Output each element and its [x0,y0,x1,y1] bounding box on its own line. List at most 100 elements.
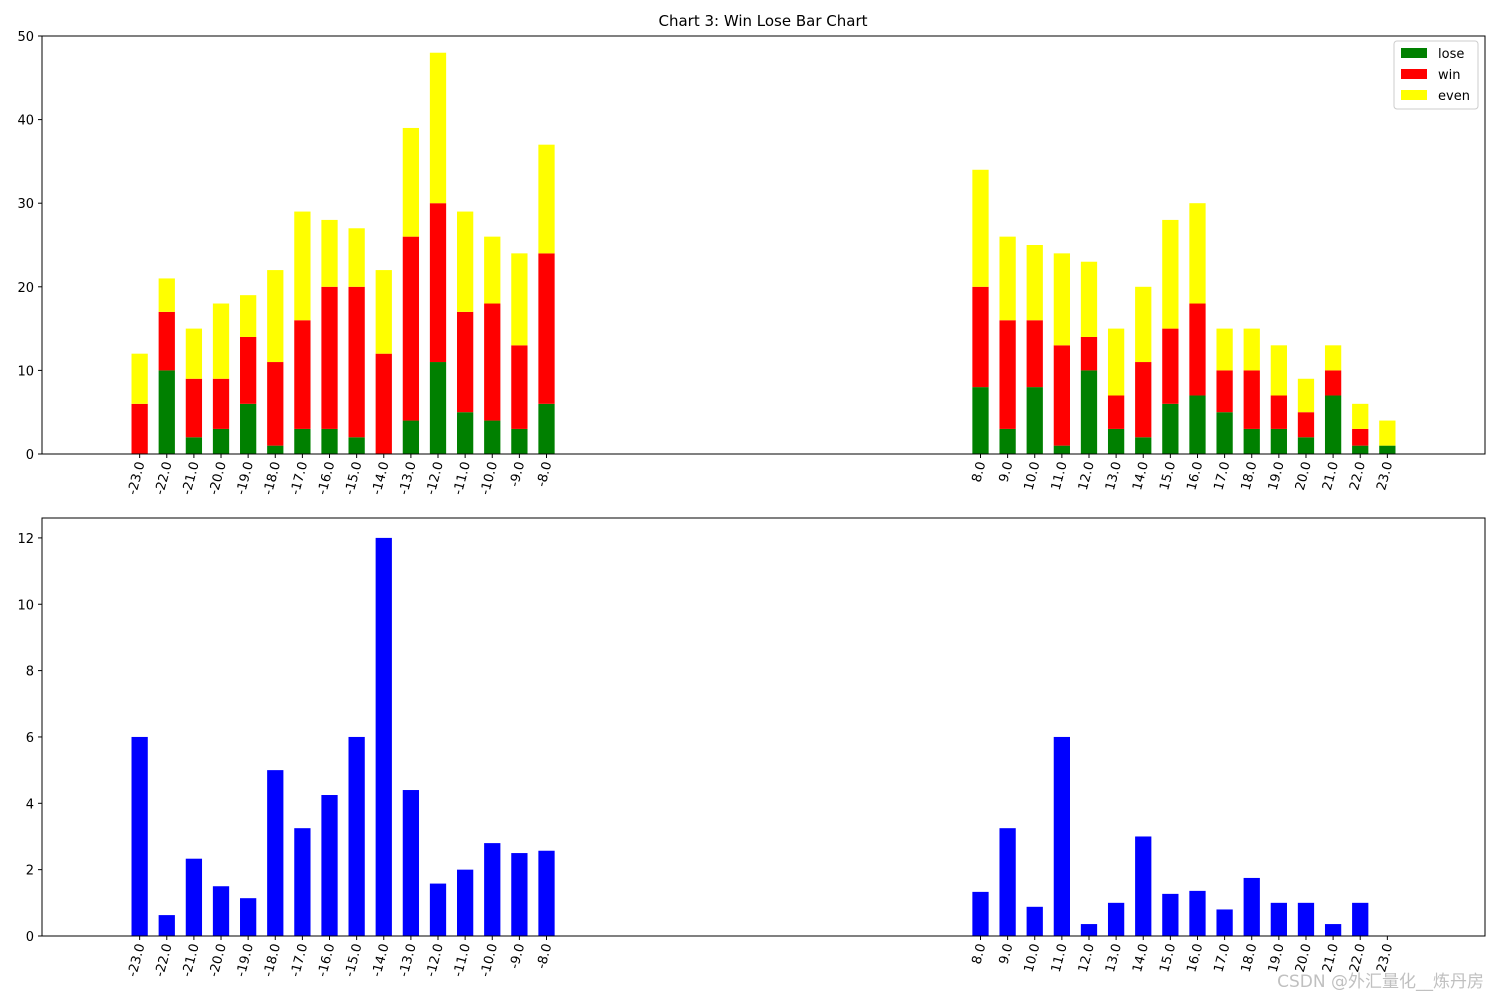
ax1-bar-even-13.0 [1107,328,1125,396]
ax2-bar-value-8.0 [972,891,989,936]
ax2-xtick-label: 11.0 [1049,942,1071,974]
ax2-bar-value--10.0 [484,843,501,936]
ax2-xtick-label: -8.0 [534,942,555,970]
ax1-bar-lose-22.0 [1352,445,1369,454]
ax1-ytick-label: 20 [17,281,34,296]
ax2-xtick-label: 8.0 [970,942,990,966]
ax2-xtick-label: 21.0 [1320,942,1342,974]
legend-swatch-even [1401,90,1427,100]
ax1-bar-lose-19.0 [1270,428,1287,454]
ax1-bar-even--11.0 [457,211,474,312]
ax1-bar-even--19.0 [240,295,257,337]
legend: lose win even [1393,40,1479,110]
ax1-bar-lose-9.0 [999,428,1016,454]
ax1-bar-lose-15.0 [1162,403,1179,454]
ax2-bar-value--9.0 [511,853,528,936]
ax1-bar-lose-18.0 [1243,428,1260,454]
ax1-xtick-label: 8.0 [970,460,990,484]
bottom-chart-y-axis: 0 2 4 6 8 10 12 [17,532,42,945]
ax1-bar-even-8.0 [972,169,989,287]
ax1-xtick-label: -9.0 [507,460,528,488]
ax1-bar-lose--13.0 [402,420,420,454]
ax1-bar-win--13.0 [402,236,420,421]
legend-label-even: even [1438,89,1470,104]
ax1-bar-lose--17.0 [294,428,311,454]
ax1-bar-even-23.0 [1379,420,1396,446]
ax1-bar-win--15.0 [348,286,365,438]
ax1-bar-win-14.0 [1135,362,1152,438]
legend-label-win: win [1438,68,1460,83]
ax2-bar-value-17.0 [1216,909,1233,936]
ax2-bar-value--22.0 [158,915,175,936]
ax2-ytick-label: 0 [26,930,34,945]
ax2-ytick-label: 12 [17,532,34,547]
ax2-bar-value-14.0 [1135,836,1152,936]
chart-title: Chart 3: Win Lose Bar Chart [658,12,867,30]
ax1-bar-win-8.0 [972,286,989,388]
ax1-bar-win-16.0 [1189,303,1206,396]
ax1-bar-even--18.0 [267,270,284,363]
ax1-bar-lose-12.0 [1080,370,1098,454]
legend-label-lose: lose [1438,47,1464,62]
ax1-bar-lose--15.0 [348,437,365,454]
ax1-bar-lose--21.0 [185,437,203,454]
ax2-xtick-label: 13.0 [1103,942,1125,974]
ax1-xtick-label: 19.0 [1266,460,1288,492]
ax1-bar-lose--10.0 [484,420,501,454]
ax1-bar-even-20.0 [1297,378,1315,413]
ax2-bar-value-13.0 [1107,902,1125,936]
ax1-bar-lose--9.0 [511,428,528,454]
ax2-bar-value--21.0 [185,858,203,936]
ax2-xtick-label: -9.0 [507,942,528,970]
ax1-xtick-label: -8.0 [534,460,555,488]
ax2-bar-value--23.0 [131,736,148,936]
ax1-bar-win-9.0 [999,320,1016,429]
ax1-bar-lose-13.0 [1107,428,1125,454]
ax2-bar-value-22.0 [1352,902,1369,936]
ax1-bar-win-19.0 [1270,395,1287,429]
ax2-ytick-label: 10 [17,598,34,613]
ax1-xtick-label: 16.0 [1184,460,1206,492]
ax2-bar-value-21.0 [1324,924,1342,936]
ax1-bar-even-10.0 [1026,245,1043,321]
ax1-bar-even--8.0 [538,144,555,254]
ax2-bar-value--8.0 [538,850,555,936]
ax1-bar-win-20.0 [1297,412,1315,438]
ax2-ytick-label: 2 [26,864,34,879]
ax1-bar-even--13.0 [402,127,420,237]
ax2-bar-value--19.0 [240,898,257,936]
ax1-xtick-label: 17.0 [1211,460,1233,492]
ax1-bar-even-11.0 [1053,253,1070,346]
ax1-bar-even-21.0 [1324,345,1342,371]
ax2-bar-value-11.0 [1053,736,1070,936]
ax1-bar-even--16.0 [321,219,338,287]
ax2-bar-value--16.0 [321,795,338,936]
ax2-ytick-label: 8 [26,665,34,680]
ax1-bar-even--14.0 [375,270,392,354]
legend-swatch-win [1401,69,1427,79]
bottom-chart-frame [41,517,1486,937]
ax2-xtick-label: 12.0 [1076,942,1098,974]
ax1-bar-lose-11.0 [1053,445,1070,454]
bottom-chart-bars [131,537,1369,936]
ax2-xtick-label: 9.0 [997,942,1017,966]
ax1-bar-win--19.0 [240,336,257,404]
ax2-xtick-label: 20.0 [1293,942,1315,974]
ax2-bar-value--17.0 [294,828,311,936]
ax2-xtick-label: 18.0 [1239,942,1261,974]
ax2-bar-value--20.0 [212,886,230,936]
ax1-bar-even-22.0 [1352,403,1369,429]
ax1-bar-lose--18.0 [267,445,284,454]
ax1-xtick-label: 23.0 [1374,460,1396,492]
ax2-bar-value-12.0 [1080,924,1098,936]
ax2-xtick-label: 22.0 [1347,942,1369,974]
ax1-bar-lose--16.0 [321,428,338,454]
ax1-bar-win--20.0 [212,378,230,429]
ax1-bar-even-15.0 [1162,219,1179,329]
ax1-bar-win-13.0 [1107,395,1125,429]
ax1-bar-win-18.0 [1243,370,1260,429]
ax2-bar-value-19.0 [1270,902,1287,936]
